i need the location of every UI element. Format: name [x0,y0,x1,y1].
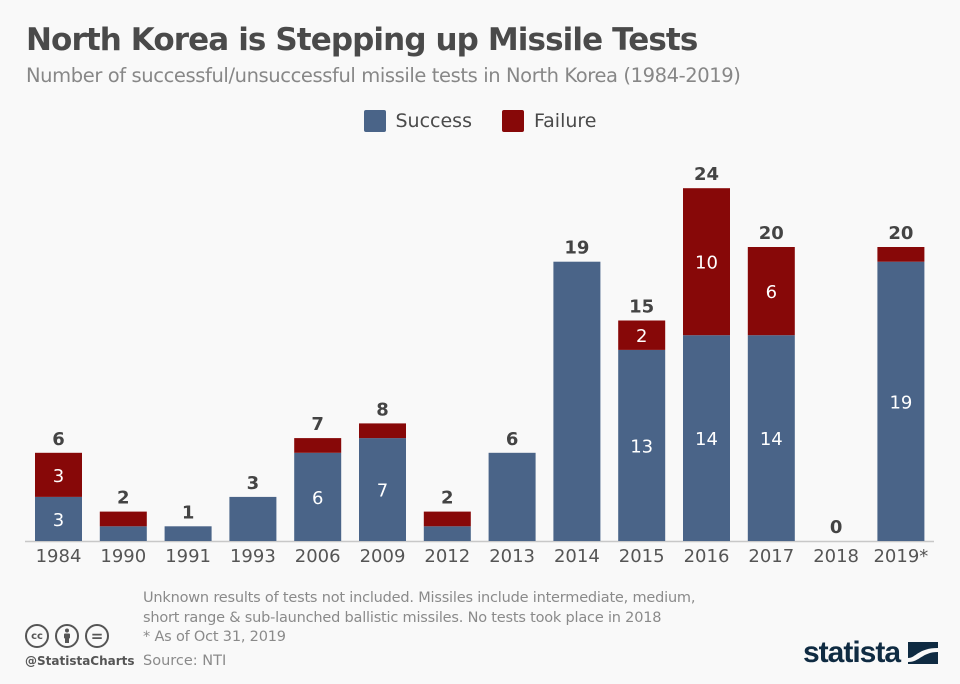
legend-item-failure: Failure [501,110,597,132]
footnote-line: Unknown results of tests not included. M… [143,590,696,606]
bar-label-failure-2016: 10 [695,253,718,274]
bar-success-2012 [423,526,471,541]
bar-success-2014 [553,261,601,541]
bar-total-label-2015: 15 [629,297,654,318]
bar-label-success-2015: 13 [630,436,653,457]
statista-logo-icon [908,642,939,664]
bar-success-1991 [164,526,212,541]
no-derivatives-icon: = [85,624,109,648]
chart-subtitle: Number of successful/unsuccessful missil… [26,64,741,87]
cc-icon: cc [25,624,49,648]
bar-total-label-2009: 8 [376,399,389,420]
statista-logo: statista [803,636,939,670]
bar-success-2013 [488,452,536,541]
bar-failure-2006 [294,438,342,453]
footnote-line: short range & sub-launched ballistic mis… [143,609,662,626]
bar-total-label-1991: 1 [182,502,195,523]
bar-label-success-2017: 14 [760,429,783,450]
x-tick-label-2015: 2015 [619,546,665,567]
bar-total-label-2013: 6 [506,429,519,450]
x-tick-label-2016: 2016 [684,546,730,567]
license-icons: cc = [25,624,109,648]
bar-success-2016 [683,335,730,541]
bar-total-label-1984: 6 [52,429,65,450]
x-tick-label-2013: 2013 [489,546,535,567]
bar-success-2006 [294,452,342,541]
x-tick-label-1984: 1984 [36,546,82,567]
bar-label-success-2016: 14 [695,429,718,450]
chart-title: North Korea is Stepping up Missile Tests [26,22,698,58]
x-tick-label-1993: 1993 [230,546,276,567]
legend-swatch-failure [501,110,524,132]
bar-failure-2019* [877,247,925,262]
footnote: Unknown results of tests not included. M… [143,589,695,648]
legend: Success Failure [0,110,960,132]
bar-failure-2017 [747,247,795,336]
bar-label-success-2006: 6 [312,488,323,509]
bar-failure-2016 [683,188,730,336]
bar-total-label-2014: 19 [564,238,589,259]
x-tick-label-2009: 2009 [360,546,406,567]
bar-success-1993 [229,496,277,541]
bar-failure-2009 [359,423,406,439]
bar-success-2015 [618,349,666,541]
bar-failure-1990 [99,511,147,527]
legend-item-success: Success [363,110,472,132]
footnote-line: * As of Oct 31, 2019 [143,629,286,645]
legend-swatch-success [363,110,386,132]
bar-success-2009 [359,438,406,541]
x-tick-label-2018: 2018 [813,546,859,567]
bar-failure-2012 [423,511,471,527]
bar-success-1990 [99,526,147,541]
bar-failure-2015 [618,320,666,350]
attribution-person-icon [55,624,79,648]
bar-label-success-1984: 3 [53,510,64,531]
bar-success-2019* [877,261,925,541]
x-tick-label-2014: 2014 [554,546,600,567]
bar-total-label-2018: 0 [830,517,843,538]
bar-total-label-2012: 2 [441,488,454,509]
bar-label-success-2019*: 19 [889,392,912,413]
bar-label-failure-2015: 2 [636,326,647,347]
x-tick-label-1990: 1990 [100,546,146,567]
x-tick-label-2012: 2012 [424,546,470,567]
bar-failure-1984 [35,452,82,497]
bar-total-label-2016: 24 [694,164,719,185]
bar-total-label-2017: 20 [759,223,784,244]
bar-total-label-1993: 3 [247,473,260,494]
source-text: Source: NTI [143,653,227,669]
x-tick-label-2006: 2006 [295,546,341,567]
brand-name: statista [803,636,901,669]
bar-success-2017 [747,335,795,541]
x-tick-label-2017: 2017 [748,546,794,567]
bar-success-1984 [35,496,82,541]
legend-label-success: Success [395,110,472,132]
x-tick-label-2019*: 2019* [873,546,928,567]
bar-label-failure-1984: 3 [53,466,64,487]
bar-total-label-2019*: 20 [888,223,913,244]
bar-total-label-2006: 7 [311,414,324,435]
bar-total-label-1990: 2 [117,488,130,509]
twitter-handle: @StatistaCharts [25,654,135,668]
x-tick-label-1991: 1991 [165,546,211,567]
bar-label-failure-2017: 6 [766,282,777,303]
bar-label-success-2009: 7 [377,481,388,502]
legend-label-failure: Failure [533,110,597,132]
